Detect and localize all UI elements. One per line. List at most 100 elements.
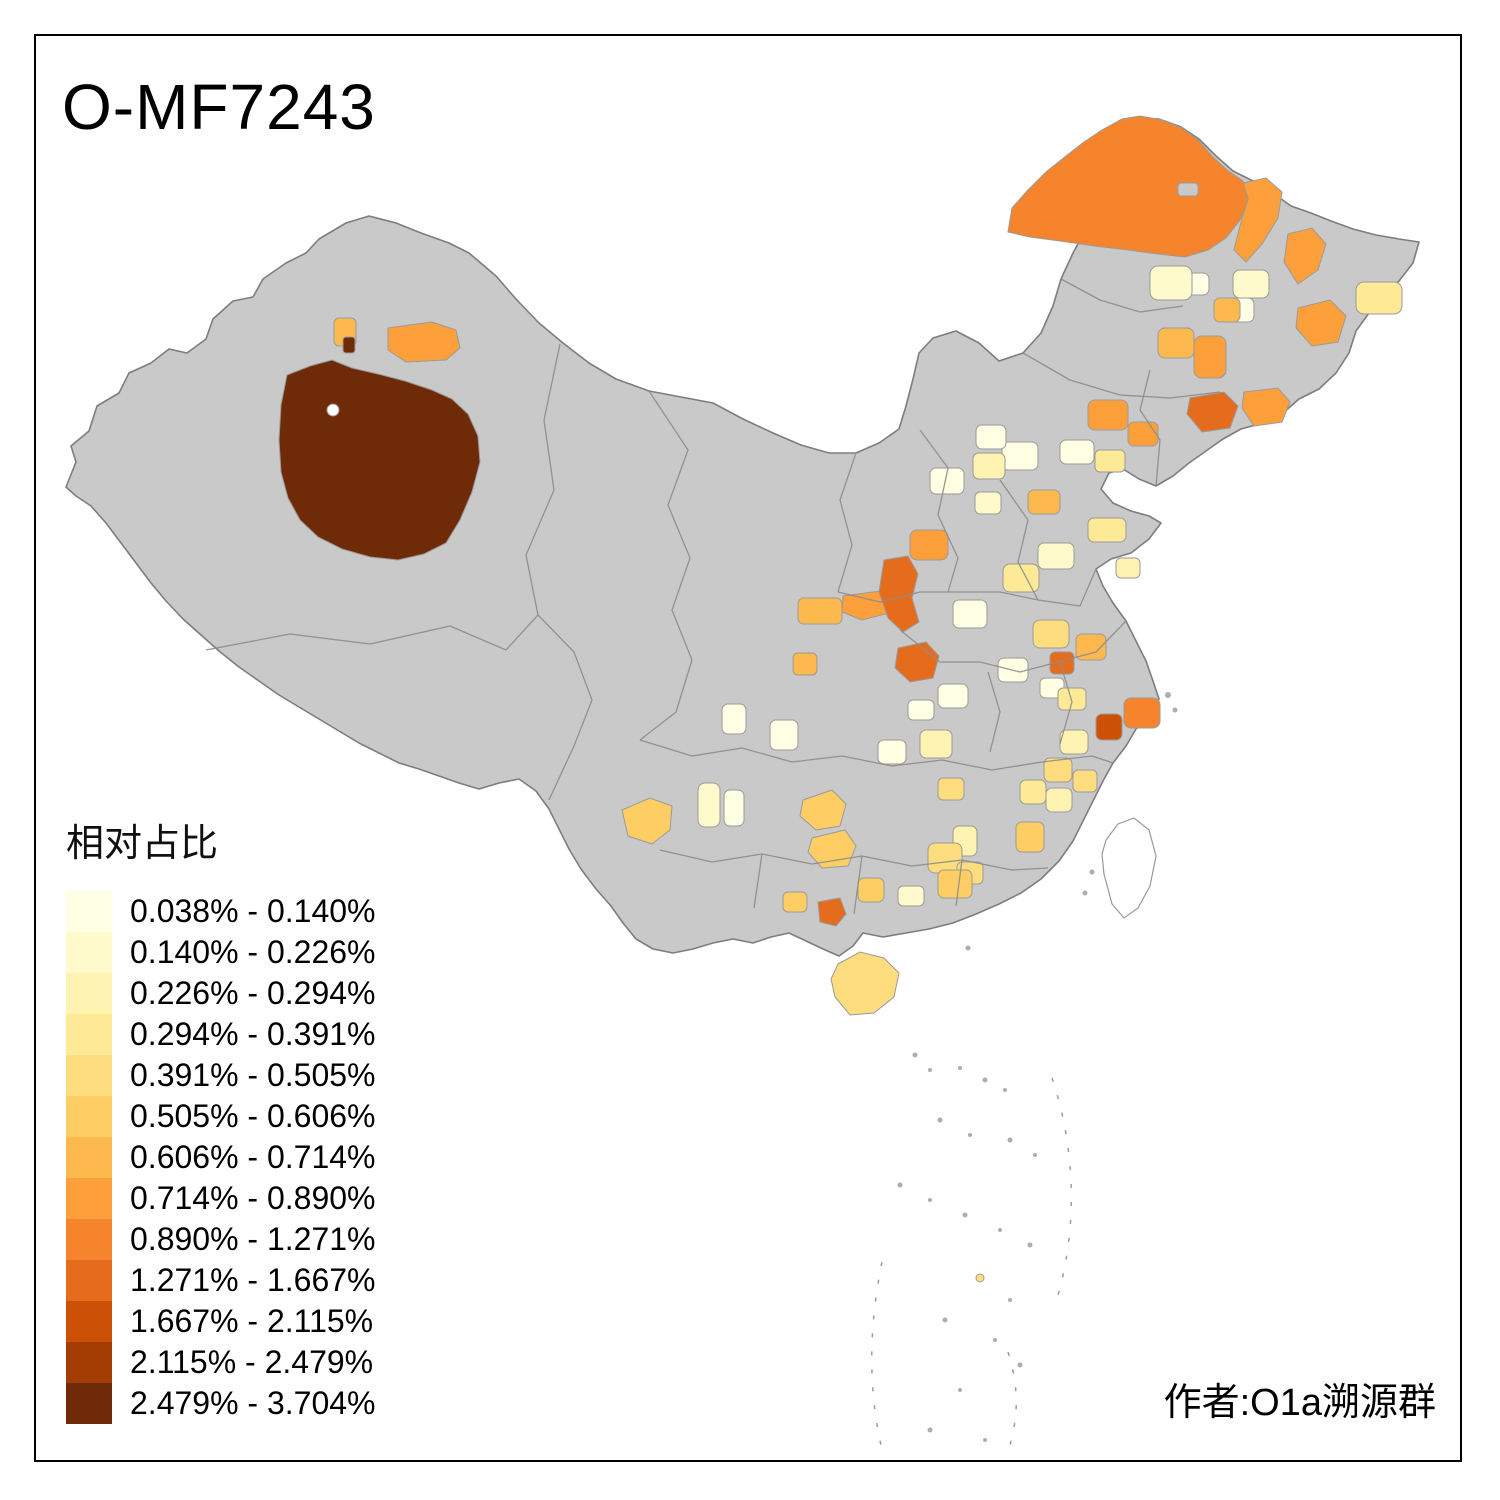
legend-row: 0.226% - 0.294% [66,973,376,1014]
prefecture-region [919,729,953,759]
island-speck [958,1388,962,1392]
prefecture-region [1019,779,1047,805]
prefecture-region [1087,399,1129,431]
prefecture-region [1027,489,1061,515]
prefecture-region [974,491,1002,515]
legend-swatch [66,973,112,1014]
legend-swatch [66,1301,112,1342]
prefecture-region [1059,729,1089,755]
legend-label: 0.505% - 0.606% [130,1098,376,1134]
island-speck [982,1077,988,1083]
island-speck [993,1338,997,1342]
prefecture-region [782,891,808,913]
legend-swatch-rect [66,1383,112,1424]
legend-swatch [66,1219,112,1260]
prefecture-region [792,652,818,676]
province-border-line [537,614,593,801]
legend-label: 0.140% - 0.226% [130,934,376,970]
legend-row: 0.890% - 1.271% [66,1219,376,1260]
prefecture-region [975,424,1007,450]
island-speck [1089,869,1095,875]
prefecture-region [1123,697,1161,729]
province-border-line [955,859,963,907]
taiwan-island [1101,817,1157,919]
island-speck [962,1212,968,1218]
legend-label: 1.271% - 1.667% [130,1262,376,1298]
regions-bin-6 [621,789,1045,913]
prefecture-region [1157,327,1195,359]
prefecture-region [723,789,745,827]
regions-bin-2 [697,265,1270,907]
province-border-line [899,620,1127,673]
legend-row: 0.038% - 0.140% [66,891,376,932]
legend-swatch [66,1260,112,1301]
legend-swatch-rect [66,1055,112,1096]
legend-swatch-rect [66,1178,112,1219]
province-border-line [205,625,507,651]
prefecture-region [1186,391,1239,433]
province-border-line [1059,661,1073,745]
legend-title: 相对占比 [66,823,219,865]
island-speck [965,945,971,951]
province-border-line [919,429,959,593]
attribution: 作者:O1a溯源群 [1163,1382,1436,1424]
prefecture-region [621,797,673,845]
maritime-dashed-lines [870,1077,1073,1459]
prefecture-region [929,467,965,495]
prefecture-region [1075,633,1107,661]
legend-swatch-rect [66,891,112,932]
prefecture-region [877,739,907,765]
island-speck [958,1066,962,1070]
prefecture-region [1045,787,1073,813]
heilongjiang-region [1007,115,1249,258]
island-speck [942,1317,948,1323]
hainan-island [830,951,900,1016]
gray-enclave [1177,182,1199,197]
legend-label: 0.226% - 0.294% [130,975,376,1011]
prefecture-region [721,703,747,735]
prefecture-region [1232,269,1270,299]
prefecture-region [1193,335,1227,379]
prefecture-region [1115,557,1141,579]
legend-row: 2.115% - 2.479% [66,1342,376,1383]
prefecture-region [797,597,843,625]
prefecture-region [937,869,973,899]
prefecture-region [1043,757,1073,783]
prefecture-region [952,599,988,629]
legend-row: 1.667% - 2.115% [66,1301,376,1342]
legend-label: 0.714% - 0.890% [130,1180,376,1216]
small-island-region [975,1273,985,1283]
legend-row: 2.479% - 3.704% [66,1383,376,1424]
prefecture-region [799,789,847,831]
island-speck [1033,1153,1037,1157]
regions-bin-9 [1007,115,1249,729]
prefecture-region [1295,299,1347,347]
legend-swatch [66,1178,112,1219]
prefecture-region [1149,265,1193,301]
legend-swatch [66,891,112,932]
island-speck [1007,1137,1013,1143]
island-speck [1082,890,1088,896]
legend-label: 0.038% - 0.140% [130,893,376,929]
legend-row: 0.714% - 0.890% [66,1178,376,1219]
prefecture-region [909,529,949,561]
legend-label: 1.667% - 2.115% [130,1303,374,1339]
legend-label: 0.606% - 0.714% [130,1139,376,1175]
island-speck [1027,1242,1033,1248]
province-border-line [639,390,693,741]
prefecture-region [697,782,721,828]
prefecture-region [1037,542,1075,570]
prefecture-region [1094,449,1126,473]
prefecture-region [1095,713,1123,741]
legend-label: 2.115% - 2.479% [130,1344,374,1380]
legend-swatch [66,1342,112,1383]
legend-swatch [66,1137,112,1178]
legend-swatch-rect [66,1301,112,1342]
prefecture-region [1057,687,1087,711]
lake-hole [326,403,340,417]
island-speck [928,1068,932,1072]
legend-swatch [66,1014,112,1055]
legend-row: 0.606% - 0.714% [66,1137,376,1178]
